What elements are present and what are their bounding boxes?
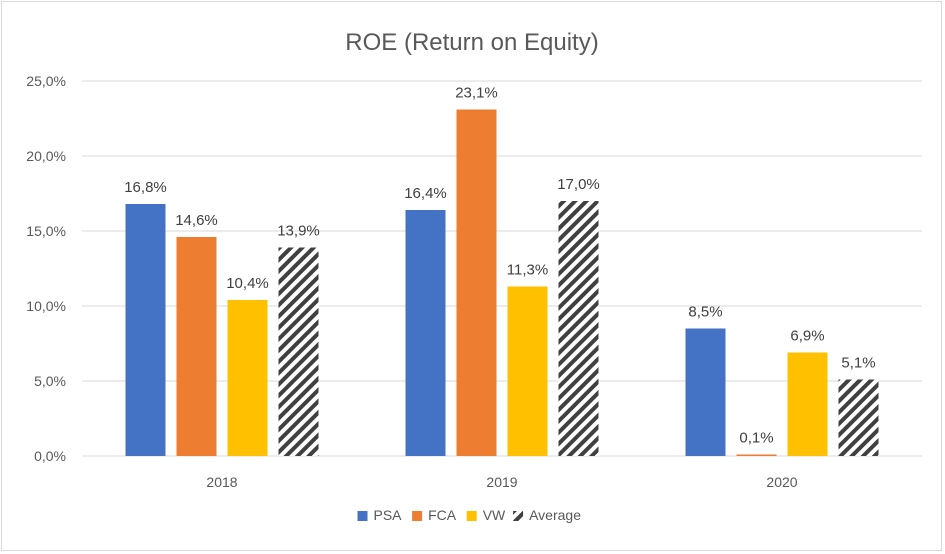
y-tick-label: 10,0% (26, 298, 66, 314)
legend-label-fca: FCA (428, 507, 457, 523)
data-labels: 16,8% 14,6% 10,4% 13,9% 16,4% 23,1% 11,3% 17,0%… (124, 85, 875, 447)
legend-label-average: Average (529, 507, 581, 523)
bar-average-2020 (838, 379, 879, 456)
chart-title: ROE (Return on Equity) (345, 29, 598, 56)
legend: PSA FCA VW Average (357, 507, 581, 523)
gridlines (82, 80, 922, 457)
data-label-psa-2020: 8,5% (688, 304, 722, 321)
y-tick-label: 0,0% (34, 448, 66, 464)
data-label-average-2018: 13,9% (277, 223, 320, 240)
bar-average-2018 (278, 247, 319, 456)
x-tick-label-2020: 2020 (766, 474, 797, 490)
data-label-fca-2018: 14,6% (175, 212, 218, 229)
legend-swatch-fca (412, 511, 423, 521)
legend-swatch-psa (357, 511, 368, 521)
bar-vw-2018 (227, 300, 268, 456)
legend-swatch-vw (466, 511, 477, 521)
y-axis-tick-labels: 0,0% 5,0% 10,0% 15,0% 20,0% 25,0% (26, 73, 66, 464)
legend-label-psa: PSA (374, 507, 403, 523)
data-label-psa-2018: 16,8% (124, 179, 167, 196)
data-label-fca-2020: 0,1% (739, 430, 773, 447)
y-tick-label: 5,0% (34, 373, 66, 389)
y-tick-label: 20,0% (26, 148, 66, 164)
data-label-average-2019: 17,0% (557, 176, 600, 193)
x-tick-label-2018: 2018 (206, 474, 237, 490)
bar-vw-2020 (787, 352, 828, 456)
bar-vw-2019 (507, 286, 548, 456)
y-tick-label: 15,0% (26, 223, 66, 239)
data-label-psa-2019: 16,4% (404, 185, 447, 202)
legend-label-vw: VW (483, 507, 506, 523)
data-label-vw-2018: 10,4% (226, 275, 269, 292)
x-tick-label-2019: 2019 (486, 474, 517, 490)
bar-fca-2019 (456, 109, 497, 456)
x-axis-tick-labels: 2018 2019 2020 (206, 474, 797, 490)
bar-fca-2020 (736, 454, 777, 456)
bar-psa-2020 (685, 328, 726, 456)
bar-fca-2018 (176, 237, 217, 456)
bar-psa-2018 (125, 204, 166, 456)
bar-psa-2019 (405, 210, 446, 456)
y-tick-label: 25,0% (26, 73, 66, 89)
data-label-vw-2019: 11,3% (507, 262, 548, 279)
bars (125, 109, 879, 456)
legend-swatch-average (513, 511, 524, 521)
bar-average-2019 (558, 201, 599, 456)
data-label-average-2020: 5,1% (841, 355, 875, 372)
data-label-vw-2020: 6,9% (790, 328, 824, 345)
data-label-fca-2019: 23,1% (455, 85, 498, 102)
